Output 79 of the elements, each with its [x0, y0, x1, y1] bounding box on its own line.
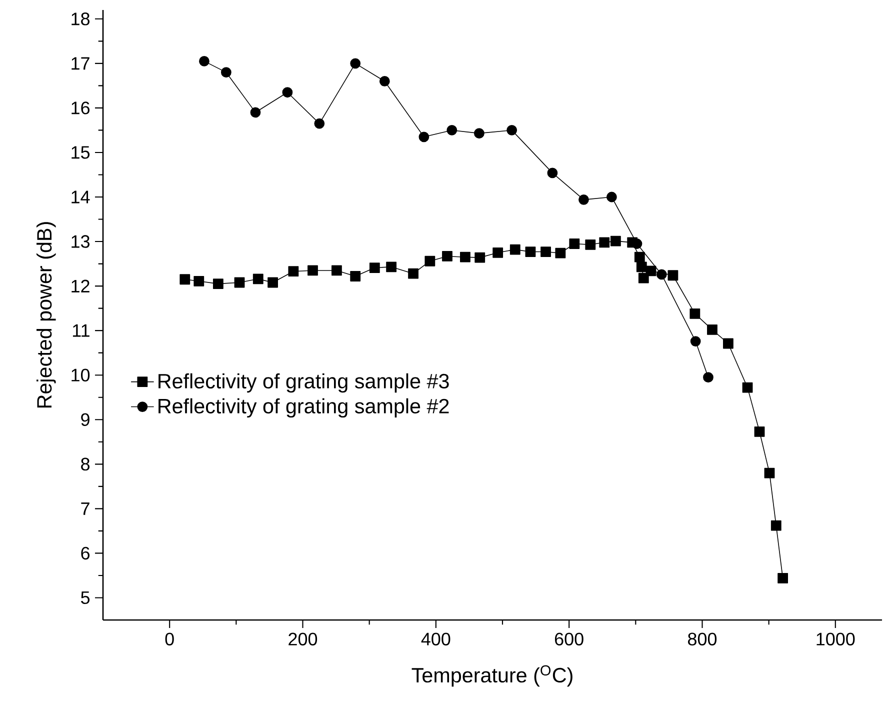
- point: [252, 274, 264, 284]
- point: [646, 266, 656, 276]
- y-tick-label: 8: [81, 458, 90, 471]
- point: [350, 271, 361, 282]
- point: [742, 382, 753, 393]
- point: [282, 87, 293, 98]
- point: [634, 252, 645, 262]
- point: [636, 262, 647, 272]
- point: [569, 238, 580, 249]
- point: [585, 239, 596, 250]
- point: [220, 67, 232, 78]
- y-tick-label: 16: [72, 102, 90, 114]
- point: [308, 265, 318, 276]
- y-tick-label: 17: [72, 57, 90, 70]
- x-axis-title: Temperature ($^{O}$C): [412, 665, 572, 687]
- point: [492, 247, 504, 258]
- point: [703, 372, 714, 383]
- point: [610, 236, 621, 246]
- point: [474, 128, 484, 139]
- y-axis-title: Rejected power (dB): [36, 222, 56, 408]
- point: [525, 246, 536, 257]
- point: [369, 262, 380, 273]
- x-tick-label: 1000: [816, 632, 855, 646]
- y-tick-label: 15: [72, 146, 90, 159]
- x-tick-label: 600: [554, 632, 584, 646]
- y-tick-label: 7: [81, 502, 90, 515]
- point: [180, 274, 190, 285]
- y-tick-label: 13: [72, 235, 90, 248]
- y-tick-label: 18: [72, 12, 90, 26]
- point: [474, 252, 486, 263]
- point: [408, 268, 418, 279]
- x-tick-label: 800: [688, 632, 717, 646]
- point: [668, 270, 678, 281]
- legend-label: Reflectivity of grating sample #2: [158, 398, 449, 418]
- y-tick-label: 11: [72, 324, 90, 337]
- point: [555, 248, 566, 258]
- y-tick-label: 14: [72, 190, 90, 204]
- y-tick-label: 9: [81, 413, 90, 426]
- point: [314, 118, 325, 129]
- point: [418, 132, 430, 142]
- point: [268, 277, 278, 288]
- point: [446, 125, 458, 136]
- point: [212, 278, 224, 290]
- point: [690, 308, 700, 319]
- y-tick-label: 12: [72, 280, 90, 292]
- point: [754, 426, 765, 437]
- point: [723, 338, 734, 349]
- point: [578, 194, 589, 205]
- point: [332, 265, 342, 276]
- point: [424, 256, 436, 266]
- x-tick-label: 200: [288, 632, 318, 646]
- x-tick-label: 400: [421, 632, 450, 646]
- point: [288, 266, 299, 277]
- y-tick-label: 6: [81, 546, 90, 560]
- point: [250, 107, 261, 118]
- point: [350, 58, 361, 69]
- point: [547, 168, 558, 178]
- point: [199, 56, 210, 66]
- x-tick-label: 0: [165, 632, 174, 646]
- y-tick-label: 10: [72, 368, 90, 382]
- point: [656, 269, 667, 280]
- point: [234, 277, 245, 288]
- legend-label: Reflectivity of grating sample #3: [158, 373, 449, 393]
- point: [379, 76, 390, 86]
- point: [606, 192, 617, 202]
- point: [194, 276, 204, 286]
- point: [599, 237, 610, 248]
- point: [778, 572, 788, 584]
- point: [690, 336, 701, 346]
- point: [770, 520, 782, 531]
- point: [460, 252, 470, 262]
- point: [386, 262, 396, 272]
- point: [506, 125, 518, 136]
- y-tick-label: 5: [80, 591, 90, 604]
- point: [764, 468, 775, 478]
- point: [442, 251, 452, 262]
- point: [707, 324, 718, 335]
- point: [540, 246, 551, 257]
- point: [510, 244, 520, 255]
